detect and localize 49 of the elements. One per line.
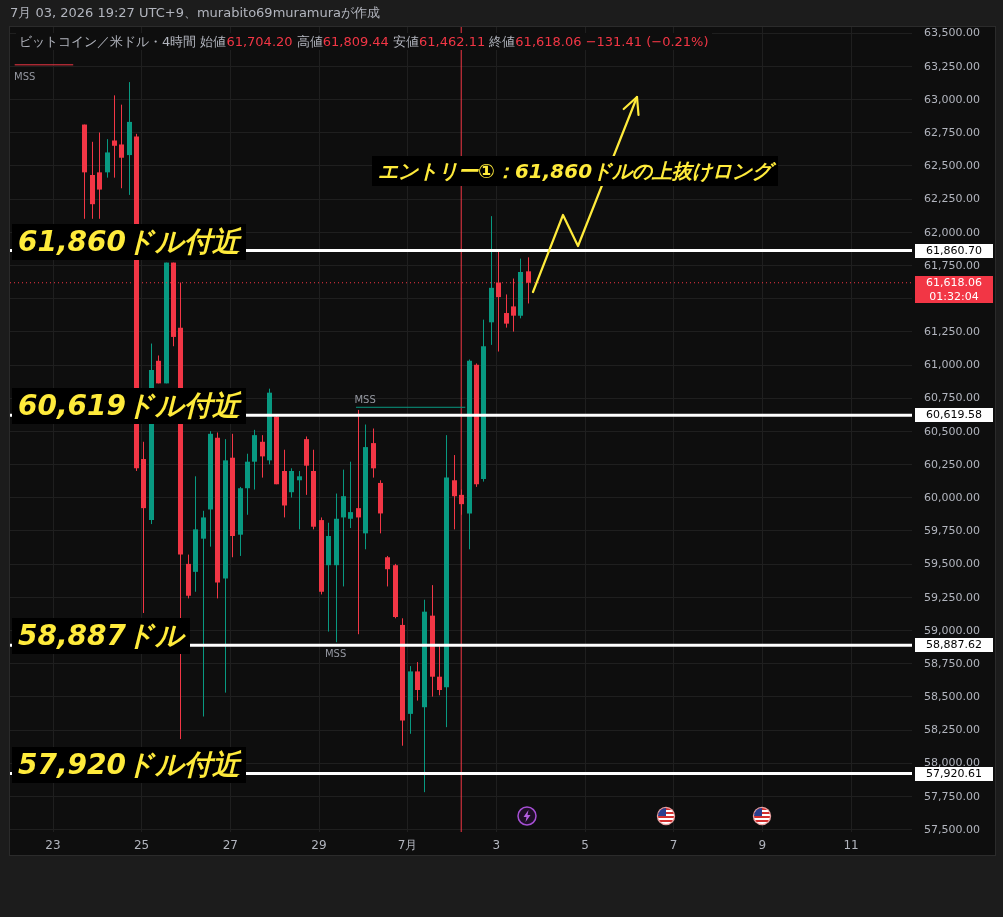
y-tick-label: 62,500.00 (924, 159, 980, 173)
y-tick-label: 58,250.00 (924, 723, 980, 737)
x-tick-label: 7 (669, 838, 678, 852)
ref-line-label: 57,920.61 (915, 766, 993, 781)
annotation: 61,860ドル付近 (12, 223, 247, 260)
y-tick-label: 61,250.00 (924, 325, 980, 339)
y-tick-label: 60,500.00 (924, 424, 980, 438)
ref-line-label: 60,619.58 (915, 408, 993, 423)
annotation: MSS (14, 70, 36, 82)
y-tick-label: 60,250.00 (924, 457, 980, 471)
ref-line-label: 61,618.06 (915, 275, 993, 290)
y-tick-label: 62,750.00 (924, 126, 980, 140)
x-tick-label: 7月 (397, 838, 418, 852)
annotation: エントリー①：61,860ドルの上抜けロング (372, 156, 779, 186)
y-tick-label: 60,000.00 (924, 491, 980, 505)
ref-line-label: 58,887.62 (915, 638, 993, 653)
x-tick-label: 11 (843, 838, 859, 852)
y-tick-label: 62,000.00 (924, 225, 980, 239)
annotation: 60,619ドル付近 (12, 388, 247, 425)
y-tick-label: 63,000.00 (924, 92, 980, 106)
y-tick-label: 62,250.00 (924, 192, 980, 206)
ref-line-label: 61,860.70 (915, 243, 993, 258)
y-tick-label: 63,500.00 (924, 26, 980, 40)
text: ビットコイン／米ドル・4時間 始値61,704.20 高値61,809.44 安値61,462.11 終値61,618.06 −131.41 (−0.21%) (19, 34, 709, 49)
annotation: MSS (354, 394, 376, 406)
x-tick-label: 3 (492, 838, 501, 852)
y-tick-label: 59,250.00 (924, 590, 980, 604)
y-tick-label: 59,500.00 (924, 557, 980, 571)
text: 01:32:04 (915, 289, 993, 303)
y-tick-label: 58,750.00 (924, 656, 980, 670)
y-tick-label: 58,500.00 (924, 690, 980, 704)
x-tick-label: 9 (758, 838, 767, 852)
annotation: 57,920ドル付近 (12, 746, 247, 783)
y-tick-label: 60,750.00 (924, 391, 980, 405)
y-tick-label: 59,000.00 (924, 623, 980, 637)
x-tick-label: 5 (581, 838, 589, 852)
y-tick-label: 61,000.00 (924, 358, 980, 372)
y-tick-label: 61,750.00 (924, 258, 980, 272)
chart-title: 7月 03, 2026 19:27 UTC+9、murabito69muramuraが作成 (10, 5, 381, 21)
annotation: 58,887ドル (12, 618, 191, 655)
y-tick-label: 57,500.00 (924, 822, 980, 836)
x-tick-label: 23 (45, 838, 61, 852)
y-tick-label: 57,750.00 (924, 789, 980, 803)
y-tick-label: 63,250.00 (924, 59, 980, 73)
y-tick-label: 59,750.00 (924, 524, 980, 538)
annotation: MSS (324, 648, 347, 660)
x-tick-label: 27 (222, 838, 238, 852)
x-tick-label: 25 (133, 838, 150, 852)
x-tick-label: 29 (311, 838, 327, 852)
